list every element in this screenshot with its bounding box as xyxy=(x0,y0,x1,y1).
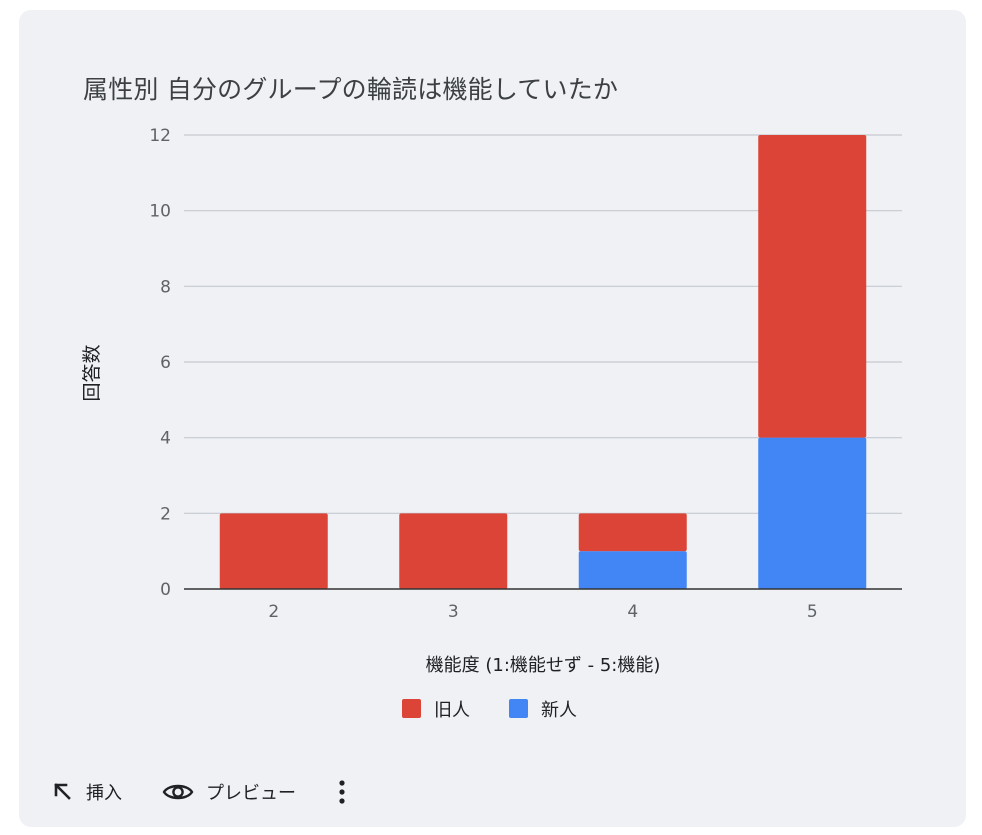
legend-label: 旧人 xyxy=(434,700,470,721)
insert-label: 挿入 xyxy=(86,783,122,804)
bar-旧人 xyxy=(758,135,867,438)
y-tick-label: 6 xyxy=(160,353,171,373)
y-tick-label: 0 xyxy=(160,580,171,600)
arrow-up-left-icon xyxy=(52,781,74,803)
more-options-button[interactable] xyxy=(330,772,354,812)
legend-swatch-旧人 xyxy=(402,699,421,718)
legend-swatch-新人 xyxy=(509,699,528,718)
preview-button[interactable]: プレビュー xyxy=(162,779,296,805)
x-tick-label: 5 xyxy=(807,602,818,622)
chart-title: 属性別 自分のグループの輪読は機能していたか xyxy=(83,75,619,104)
x-tick-label: 4 xyxy=(627,602,638,622)
y-tick-label: 4 xyxy=(160,429,171,449)
bar-旧人 xyxy=(578,513,687,552)
more-vert-icon xyxy=(338,779,346,805)
bar-旧人 xyxy=(399,513,508,589)
y-tick-label: 2 xyxy=(160,504,171,524)
y-axis-title: 回答数 xyxy=(81,344,103,401)
insert-button[interactable]: 挿入 xyxy=(52,779,122,805)
eye-icon xyxy=(162,781,194,803)
preview-label: プレビュー xyxy=(206,783,296,804)
y-tick-label: 8 xyxy=(160,277,171,297)
legend-label: 新人 xyxy=(541,700,577,721)
y-tick-label: 10 xyxy=(149,202,171,222)
chart-card: 属性別 自分のグループの輪読は機能していたか 0 2 4 6 8 10 12 2 3 4 5 機能度 … xyxy=(19,10,966,827)
x-axis-title: 機能度 (1:機能せず - 5:機能) xyxy=(426,655,661,676)
y-tick-label: 12 xyxy=(149,126,171,146)
x-tick-label: 3 xyxy=(448,602,459,622)
chart-toolbar: 挿入 プレビュー xyxy=(52,772,354,812)
x-tick-label: 2 xyxy=(268,602,279,622)
bar-新人 xyxy=(758,437,867,589)
bar-新人 xyxy=(578,551,687,589)
bar-旧人 xyxy=(219,513,328,589)
